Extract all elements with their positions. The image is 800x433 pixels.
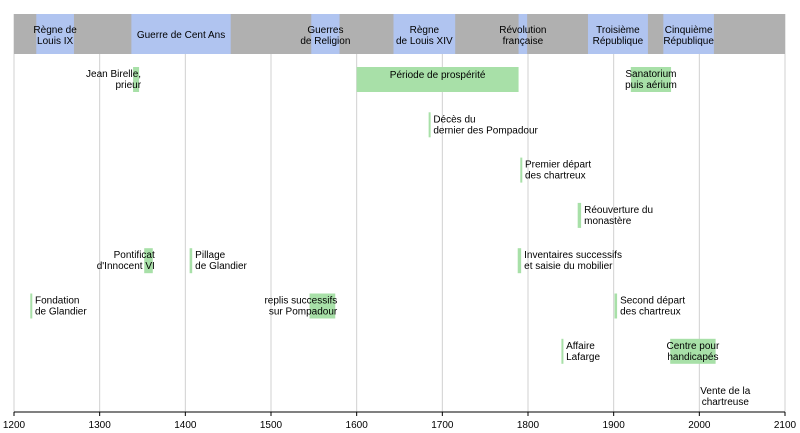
event-label-line: des chartreux [525, 171, 586, 182]
period-label-line: de Religion [300, 36, 350, 47]
event-label: Pontificat d'Innocent VI [97, 250, 155, 272]
x-tick-label: 1400 [174, 420, 197, 431]
event-label-line: Pontificat [114, 250, 155, 261]
period-bar [587, 14, 648, 54]
event-label-line: Inventaires successifs [524, 250, 622, 261]
event-label: Pillage de Glandier [195, 250, 247, 272]
period-label: Règne de Louis XIV [396, 25, 453, 47]
event-label-line: Décès du [433, 114, 475, 125]
event-bar [356, 67, 519, 92]
event-bar [189, 248, 193, 274]
event-label-line: Premier départ [525, 160, 591, 171]
event-label: Jean Birelle, prieur [86, 69, 142, 91]
x-tick-label: 1500 [260, 420, 283, 431]
period-bar [518, 14, 528, 54]
event-bar [517, 248, 522, 274]
event-label-line: Centre pour [667, 341, 720, 352]
event-label-line: prieur [115, 80, 141, 91]
event-bar [614, 293, 618, 319]
event-label: Premier départ des chartreux [525, 160, 591, 182]
event-label-line: Pillage [195, 250, 225, 261]
period-label-line: République [663, 36, 714, 47]
event-label: Inventaires successifs et saisie du mobil… [524, 250, 622, 272]
event-label: Second départ des chartreux [620, 296, 685, 318]
event-label-line: puis aérium [625, 80, 677, 91]
event-label: Affaire Lafarge [566, 341, 600, 363]
x-tick-label: 1600 [346, 420, 369, 431]
x-tick-label: 1700 [431, 420, 454, 431]
event-label-line: et saisie du mobilier [524, 261, 613, 272]
event-label-line: Période de prospérité [390, 70, 486, 81]
event-label-line: Lafarge [566, 352, 600, 363]
event-label-line: Fondation [35, 296, 79, 307]
event-label-line: Réouverture du [584, 205, 653, 216]
event-bar [133, 67, 140, 92]
event-label-line: monastère [584, 216, 632, 227]
event-label-line: Affaire [566, 341, 595, 352]
event-label-line: Jean Birelle, [86, 69, 141, 80]
period-bar [36, 14, 74, 54]
x-tick-label: 2100 [774, 420, 797, 431]
event-label: Décès du dernier des Pompadour [433, 114, 538, 136]
event-label-line: d'Innocent VI [97, 261, 155, 272]
event-label: Vente de la chartreuse [700, 386, 750, 408]
x-tick-label: 1900 [603, 420, 626, 431]
period-label: Cinquième République [663, 25, 714, 47]
event-bar [30, 293, 33, 319]
period-label-line: Règne [410, 25, 440, 36]
event-label-line: chartreuse [702, 397, 750, 408]
period-label-line: Louis IX [37, 36, 73, 47]
period-label: Guerre de Cent Ans [137, 30, 225, 41]
event-label-line: replis successifs [264, 296, 337, 307]
x-tick-label: 1300 [89, 420, 112, 431]
period-label-line: Guerres [307, 25, 343, 36]
x-tick-label: 2000 [688, 420, 711, 431]
period-bar [663, 14, 714, 54]
period-label: Guerres de Religion [300, 25, 350, 47]
event-label: replis successifs sur Pompadour [264, 296, 337, 318]
event-label: Réouverture du monastère [584, 205, 653, 227]
event-label-line: des chartreux [620, 307, 681, 318]
event-label-line: Sanatorium [625, 69, 676, 80]
event-label-line: sur Pompadour [269, 307, 338, 318]
period-bar [393, 14, 456, 54]
period-bar [131, 14, 231, 54]
x-tick-label: 1200 [3, 420, 26, 431]
period-label-line: Troisième [596, 25, 640, 36]
period-label-line: Guerre de Cent Ans [137, 30, 225, 41]
period-header: Règne de Louis IX Guerre de Cent Ans Guerre… [14, 14, 785, 54]
event-label-line: Second départ [620, 296, 685, 307]
event-label: Période de prospérité [390, 70, 486, 81]
period-label-line: Règne de [33, 25, 77, 36]
event-label-line: de Glandier [35, 307, 87, 318]
period-label: Règne de Louis IX [33, 25, 77, 47]
period-bar [311, 14, 340, 54]
event-bar [144, 248, 153, 274]
period-label-line: française [503, 36, 544, 47]
event-bar [428, 112, 431, 138]
events-layer: Jean Birelle, prieur Période de prospérité… [30, 67, 751, 408]
period-label-line: de Louis XIV [396, 36, 453, 47]
event-bar [630, 67, 672, 92]
event-label: Centre pour handicapés [667, 341, 720, 363]
event-bar [577, 202, 582, 228]
period-label-line: Révolution [499, 25, 546, 36]
event-bar [309, 293, 336, 319]
event-label-line: de Glandier [195, 261, 247, 272]
event-bar [561, 338, 564, 364]
x-tick-label: 1800 [517, 420, 540, 431]
period-label-line: République [593, 36, 644, 47]
period-label: Troisième République [593, 25, 644, 47]
x-axis: 1200 1300 1400 1500 1600 1700 1800 1900 2000 2100 [3, 411, 797, 431]
event-label: Sanatorium puis aérium [625, 69, 677, 91]
event-bar [670, 338, 716, 364]
period-label: Révolution française [499, 25, 546, 47]
event-label-line: dernier des Pompadour [433, 125, 538, 136]
event-label: Fondation de Glandier [35, 296, 87, 318]
period-label-line: Cinquième [665, 25, 713, 36]
event-bar [520, 157, 523, 183]
event-label-line: handicapés [667, 352, 718, 363]
event-label-line: Vente de la [700, 386, 750, 397]
